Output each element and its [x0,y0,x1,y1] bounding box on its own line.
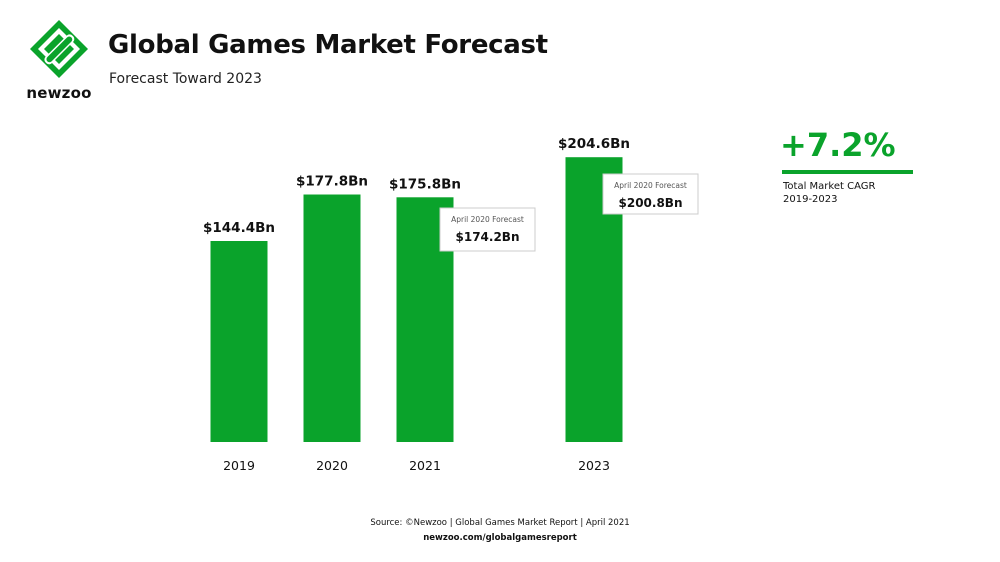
tick-label-2019: 2019 [223,458,255,473]
newzoo-logo: newzoo [24,20,94,104]
forecast-callout-value-2023: $200.8Bn [619,196,683,210]
tick-label-2020: 2020 [316,458,348,473]
cagr-label: Total Market CAGR 2019-2023 [783,180,875,206]
newzoo-logo-icon [30,20,88,78]
cagr-underline [782,170,913,174]
cagr-label-line1: Total Market CAGR [783,181,876,192]
source-url: newzoo.com/globalgamesreport [423,533,577,543]
forecast-callout-2023 [602,173,699,215]
bar-2019 [210,241,268,442]
value-label-2020: $177.8Bn [296,174,368,190]
newzoo-wordmark: newzoo [26,84,92,102]
forecast-callout-value-2021: $174.2Bn [456,230,520,244]
value-label-2021: $175.8Bn [389,176,461,192]
cagr-label-line2: 2019-2023 [783,194,838,205]
tick-label-2021: 2021 [409,458,441,473]
forecast-callout-label-2021: April 2020 Forecast [451,215,524,224]
forecast-callout-label-2023: April 2020 Forecast [614,181,687,190]
page-title: Global Games Market Forecast [108,30,548,60]
source-note: Source: ©Newzoo | Global Games Market Re… [370,518,630,528]
page-subtitle: Forecast Toward 2023 [109,71,262,87]
value-label-2023: $204.6Bn [558,136,630,152]
bar-2020 [303,194,361,442]
forecast-callout-2021 [439,207,536,252]
cagr-value: +7.2% [780,126,896,164]
value-label-2019: $144.4Bn [203,220,275,236]
tick-label-2023: 2023 [578,458,610,473]
